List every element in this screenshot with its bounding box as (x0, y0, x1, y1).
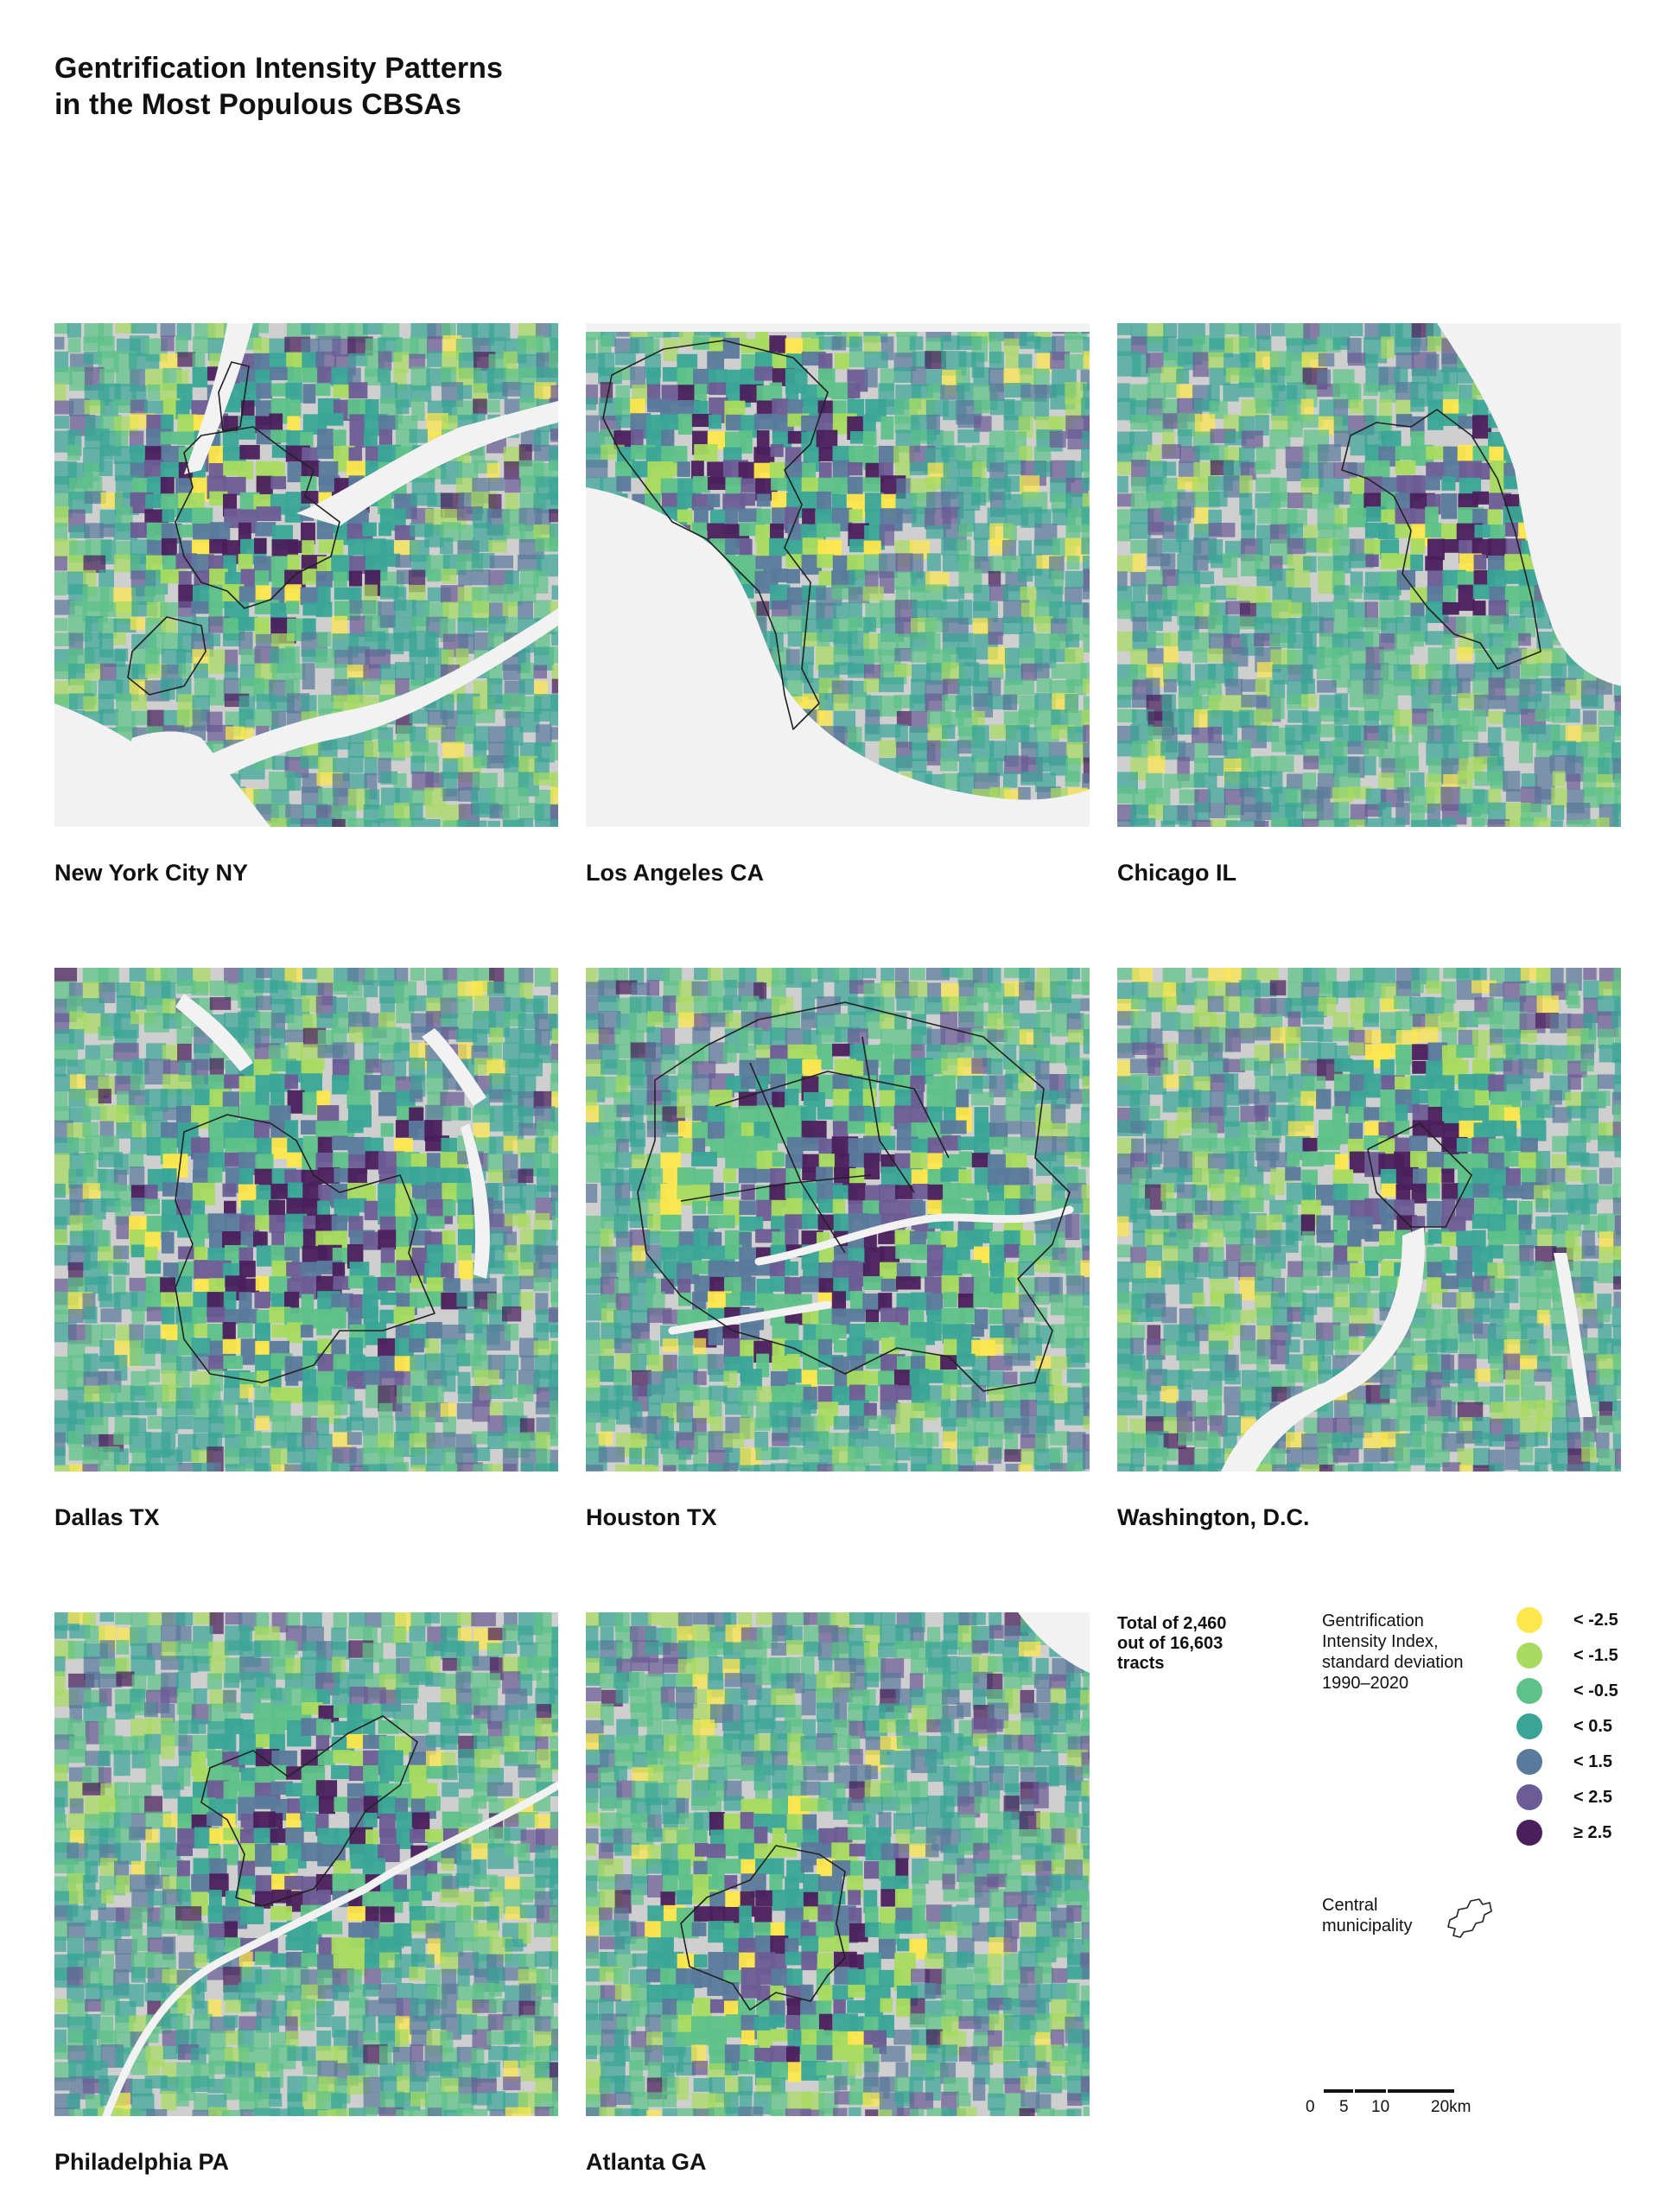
map-dallas (54, 968, 558, 1471)
legend-item: < 0.5 (1516, 1713, 1646, 1741)
legend-title-line: 1990–2020 (1322, 1674, 1409, 1693)
map-nyc (54, 323, 558, 827)
legend-title-line: Intensity Index, (1322, 1632, 1439, 1651)
panel-caption-houston: Houston TX (586, 1504, 717, 1530)
map-panel-atlanta (586, 1612, 1090, 2116)
scale-tick-20km: 20km (1431, 2098, 1471, 2116)
legend-label: < -2.5 (1573, 1611, 1618, 1630)
map-atlanta (586, 1612, 1090, 2116)
legend-label: < 0.5 (1573, 1717, 1613, 1736)
map-panel-chicago (1117, 323, 1621, 827)
central-label-line: Central (1322, 1896, 1378, 1915)
central-municipality-label: Central municipality (1322, 1895, 1460, 1936)
legend-item: < -2.5 (1516, 1607, 1646, 1635)
scale-tick-5: 5 (1339, 2098, 1349, 2116)
central-label-line: municipality (1322, 1916, 1413, 1936)
map-la (586, 323, 1090, 827)
legend-item: < 2.5 (1516, 1784, 1646, 1812)
map-panel-philadelphia (54, 1612, 558, 2116)
legend-swatch (1516, 1784, 1542, 1810)
central-municipality-icon (1447, 1898, 1492, 1938)
panel-caption-atlanta: Atlanta GA (586, 2149, 707, 2175)
legend-title-line: Gentrification (1322, 1611, 1424, 1630)
panel-caption-dallas: Dallas TX (54, 1504, 160, 1530)
scale-tick-10: 10 (1371, 2098, 1390, 2116)
scale-tick-0: 0 (1306, 2098, 1315, 2116)
map-houston (586, 968, 1090, 1471)
legend-label: < 2.5 (1573, 1788, 1613, 1807)
map-panel-dallas (54, 968, 558, 1471)
legend-label: ≥ 2.5 (1573, 1823, 1612, 1842)
legend-item: < 1.5 (1516, 1749, 1646, 1777)
map-panel-washington (1117, 968, 1621, 1471)
total-tracts-note: Total of 2,460 out of 16,603 tracts (1117, 1614, 1227, 1673)
map-panel-los-angeles (586, 323, 1090, 827)
map-chicago (1117, 323, 1621, 827)
panel-caption-washington: Washington, D.C. (1117, 1504, 1310, 1530)
map-philly (54, 1612, 558, 2116)
page-title: Gentrification Intensity Patterns in the… (54, 52, 504, 121)
map-panel-houston (586, 968, 1090, 1471)
map-panel-new-york (54, 323, 558, 827)
panel-caption-chicago: Chicago IL (1117, 860, 1237, 886)
legend-swatch (1516, 1607, 1542, 1633)
legend-title-line: standard deviation (1322, 1653, 1464, 1672)
legend-item: < -1.5 (1516, 1643, 1646, 1670)
legend-swatch (1516, 1749, 1542, 1775)
legend-swatch (1516, 1643, 1542, 1669)
panel-caption-new-york: New York City NY (54, 860, 249, 886)
map-dc (1117, 968, 1621, 1471)
legend-item: < -0.5 (1516, 1678, 1646, 1706)
legend-title: Gentrification Intensity Index, standard… (1322, 1611, 1503, 1694)
legend-label: < -0.5 (1573, 1681, 1618, 1700)
legend-swatch (1516, 1820, 1542, 1846)
scale-bar (1324, 2089, 1454, 2093)
panel-caption-philadelphia: Philadelphia PA (54, 2149, 230, 2175)
legend-swatch (1516, 1713, 1542, 1739)
legend-swatch (1516, 1678, 1542, 1704)
legend-label: < -1.5 (1573, 1646, 1618, 1665)
panel-caption-los-angeles: Los Angeles CA (586, 860, 765, 886)
legend-label: < 1.5 (1573, 1752, 1613, 1771)
legend-item: ≥ 2.5 (1516, 1820, 1646, 1847)
